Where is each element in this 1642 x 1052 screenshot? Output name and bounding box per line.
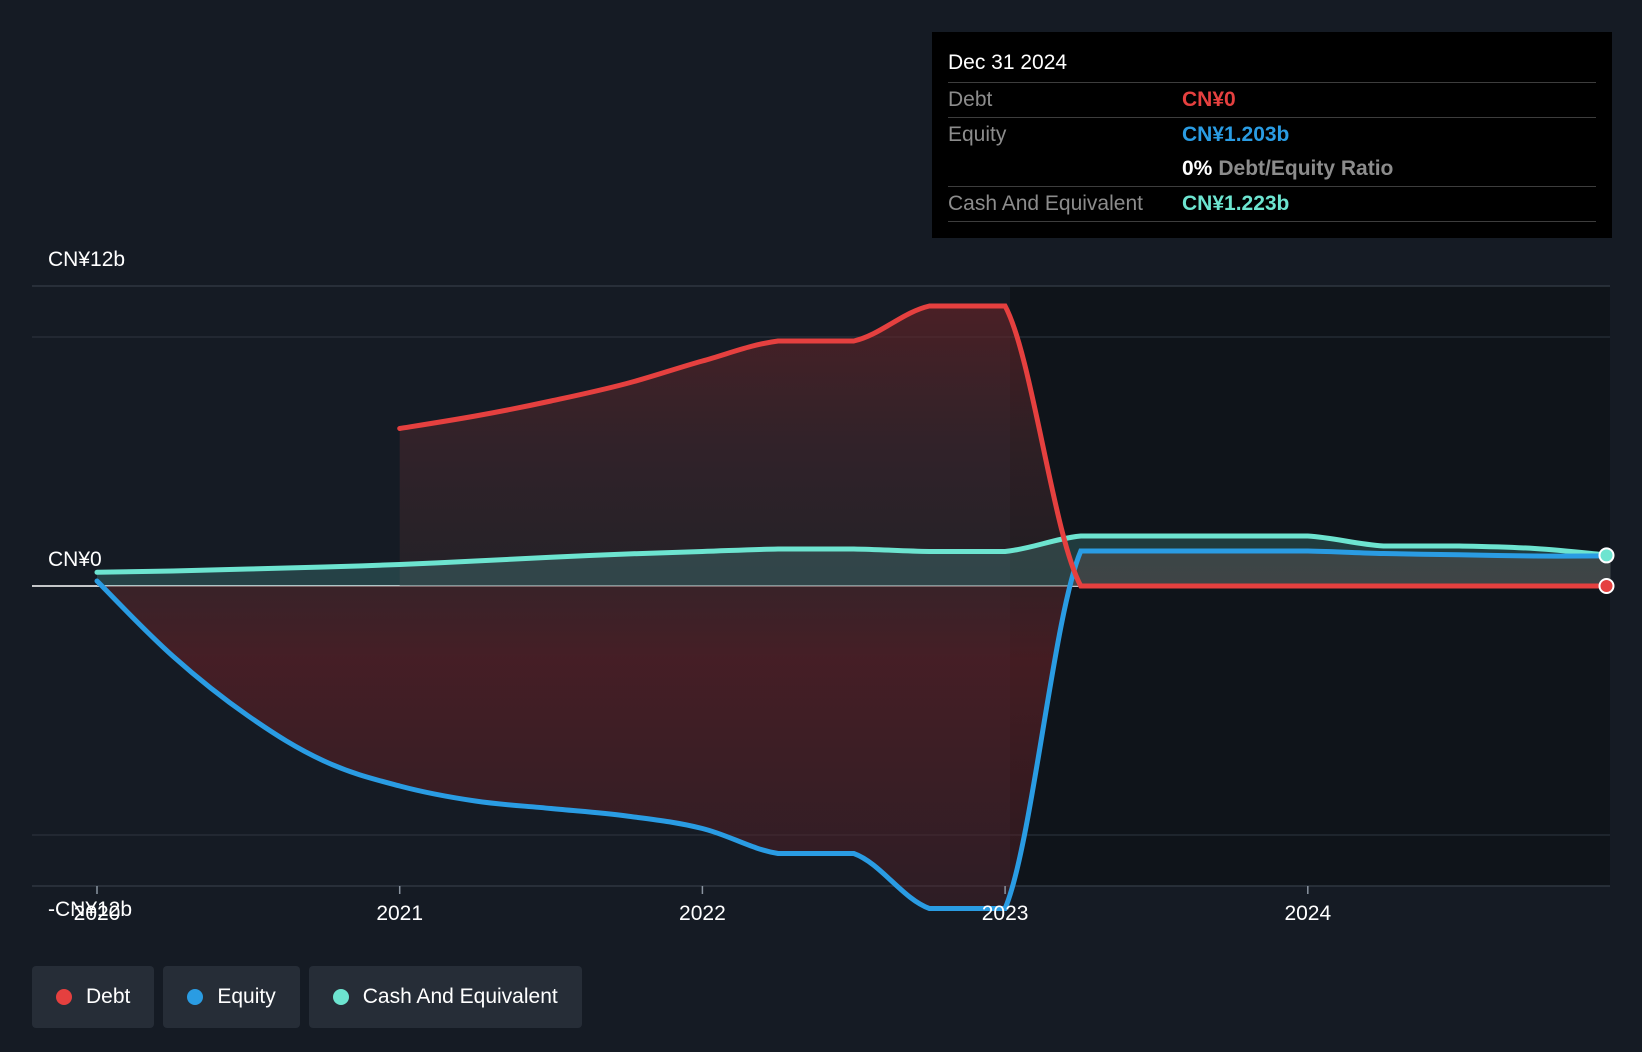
tooltip-cash-value: CN¥1.223b [1182,192,1290,215]
tooltip-debt-value: CN¥0 [1182,88,1236,111]
tooltip-row-cash: Cash And Equivalent CN¥1.223b [948,187,1596,222]
y-tick-label: CN¥0 [48,548,102,571]
tooltip-equity-value: CN¥1.203b [1182,123,1290,146]
legend-debt-dot-icon [56,989,72,1005]
x-tick-label: 2024 [1284,902,1331,925]
x-tick-label: 2023 [982,902,1029,925]
tooltip-cash-label: Cash And Equivalent [948,192,1143,215]
legend-cash-dot-icon [332,989,349,1005]
chart-legend: Debt Equity Cash And Equivalent [32,966,582,1028]
cash-end-point [1598,547,1615,564]
series-lines [94,303,1615,912]
tooltip-row-debt: Debt CN¥0 [948,83,1596,117]
tooltip-ratio-label: Debt/Equity Ratio [1218,157,1394,180]
x-tick-label: 2022 [679,902,726,925]
tooltip-panel: Dec 31 2024 Debt CN¥0 Equity CN¥1.203b 0… [932,32,1612,238]
legend-debt-label: Debt [86,985,131,1008]
x-tick-label: 2021 [376,902,423,925]
tooltip-ratio-pct: 0% [1182,157,1213,180]
tooltip-equity-label: Equity [948,123,1007,146]
legend-cash-label: Cash And Equivalent [362,985,558,1008]
y-tick-label: -CN¥12b [48,898,132,921]
equity-area [97,551,1611,909]
tooltip-debt-label: Debt [948,88,993,111]
y-tick-label: CN¥12b [48,248,125,271]
equity-line [94,548,1613,912]
debt-end-point [1598,578,1615,594]
debt-area [399,306,1611,586]
tooltip-row-ratio: 0% Debt/Equity Ratio [948,152,1596,187]
x-tick-label: 2020 [74,902,121,925]
cash-line [94,533,1613,575]
legend-equity-label: Equity [217,985,276,1008]
tooltip-date: Dec 31 2024 [948,44,1596,83]
legend-equity-dot-icon [187,989,204,1005]
legend-item-equity[interactable]: Equity [163,966,300,1028]
legend-item-cash[interactable]: Cash And Equivalent [308,966,582,1028]
tooltip-row-equity: Equity CN¥1.203b [948,118,1596,152]
debt-line [397,303,1613,589]
legend-item-debt[interactable]: Debt [32,966,155,1028]
